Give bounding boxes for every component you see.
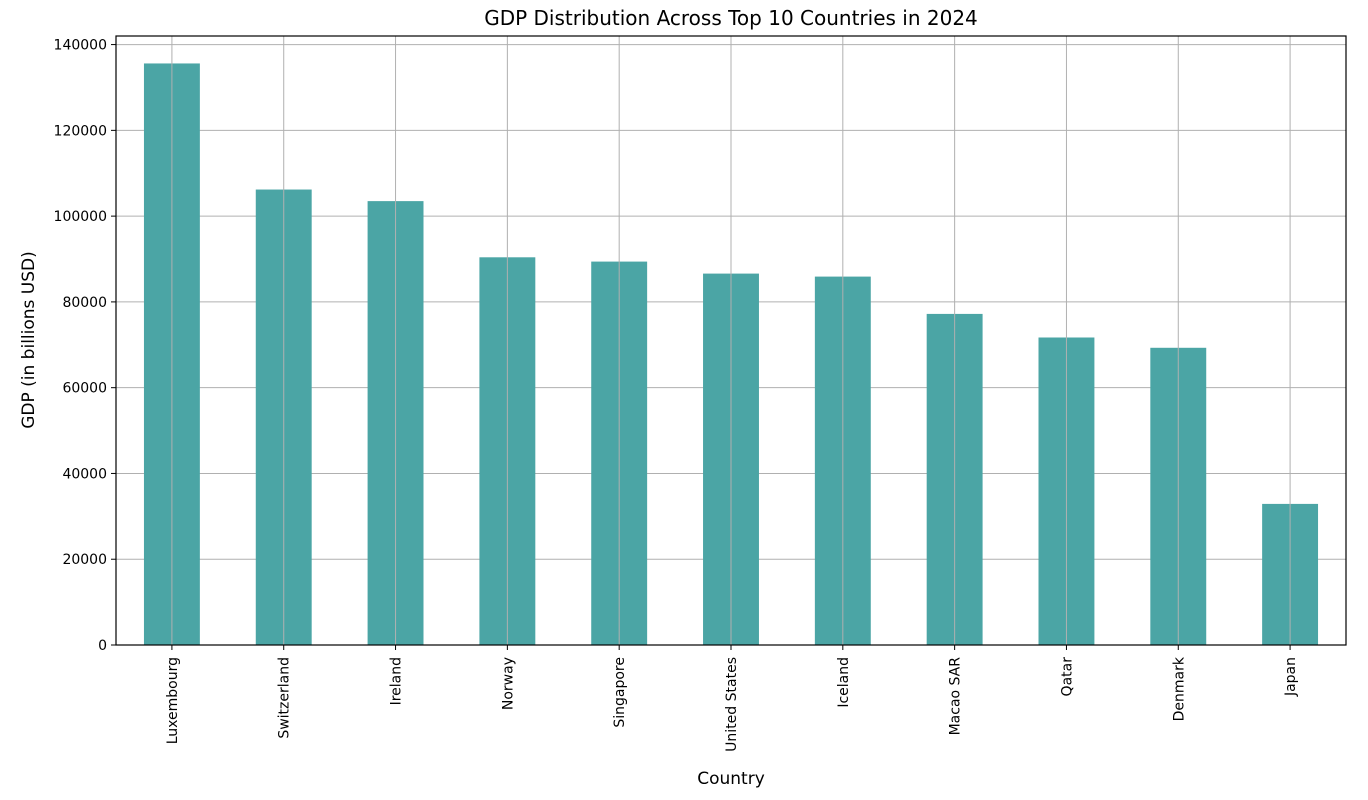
y-tick-label: 60000 — [62, 381, 107, 397]
x-tick-label: Denmark — [1171, 656, 1187, 721]
x-tick-label: Luxembourg — [165, 657, 181, 744]
x-axis-ticks: Luxembourg Switzerland Ireland Norway Singap… — [165, 645, 1299, 752]
y-tick-label: 140000 — [54, 38, 107, 54]
y-tick-label: 40000 — [62, 466, 107, 482]
x-tick-label: Iceland — [836, 657, 852, 708]
y-tick-label: 20000 — [62, 552, 107, 568]
x-tick-label: Qatar — [1059, 657, 1075, 697]
y-tick-label: 100000 — [54, 209, 107, 225]
y-axis-ticks: 0 20000 40000 60000 80000 100000 120000 140000 — [54, 38, 116, 654]
x-tick-label: Switzerland — [277, 657, 293, 739]
y-tick-label: 0 — [98, 638, 107, 654]
x-tick-label: Norway — [500, 657, 516, 710]
x-axis-label: Country — [697, 769, 765, 789]
x-tick-label: Ireland — [389, 657, 405, 705]
chart-title: GDP Distribution Across Top 10 Countries… — [484, 6, 978, 30]
x-tick-label: United States — [724, 657, 740, 752]
y-tick-label: 80000 — [62, 295, 107, 311]
x-grid-layer — [171, 36, 1291, 645]
y-axis-label: GDP (in billions USD) — [19, 251, 39, 429]
x-tick-label: Japan — [1283, 657, 1299, 697]
x-tick-label: Macao SAR — [948, 657, 964, 736]
y-tick-label: 120000 — [54, 123, 107, 139]
x-tick-label: Singapore — [612, 657, 628, 728]
